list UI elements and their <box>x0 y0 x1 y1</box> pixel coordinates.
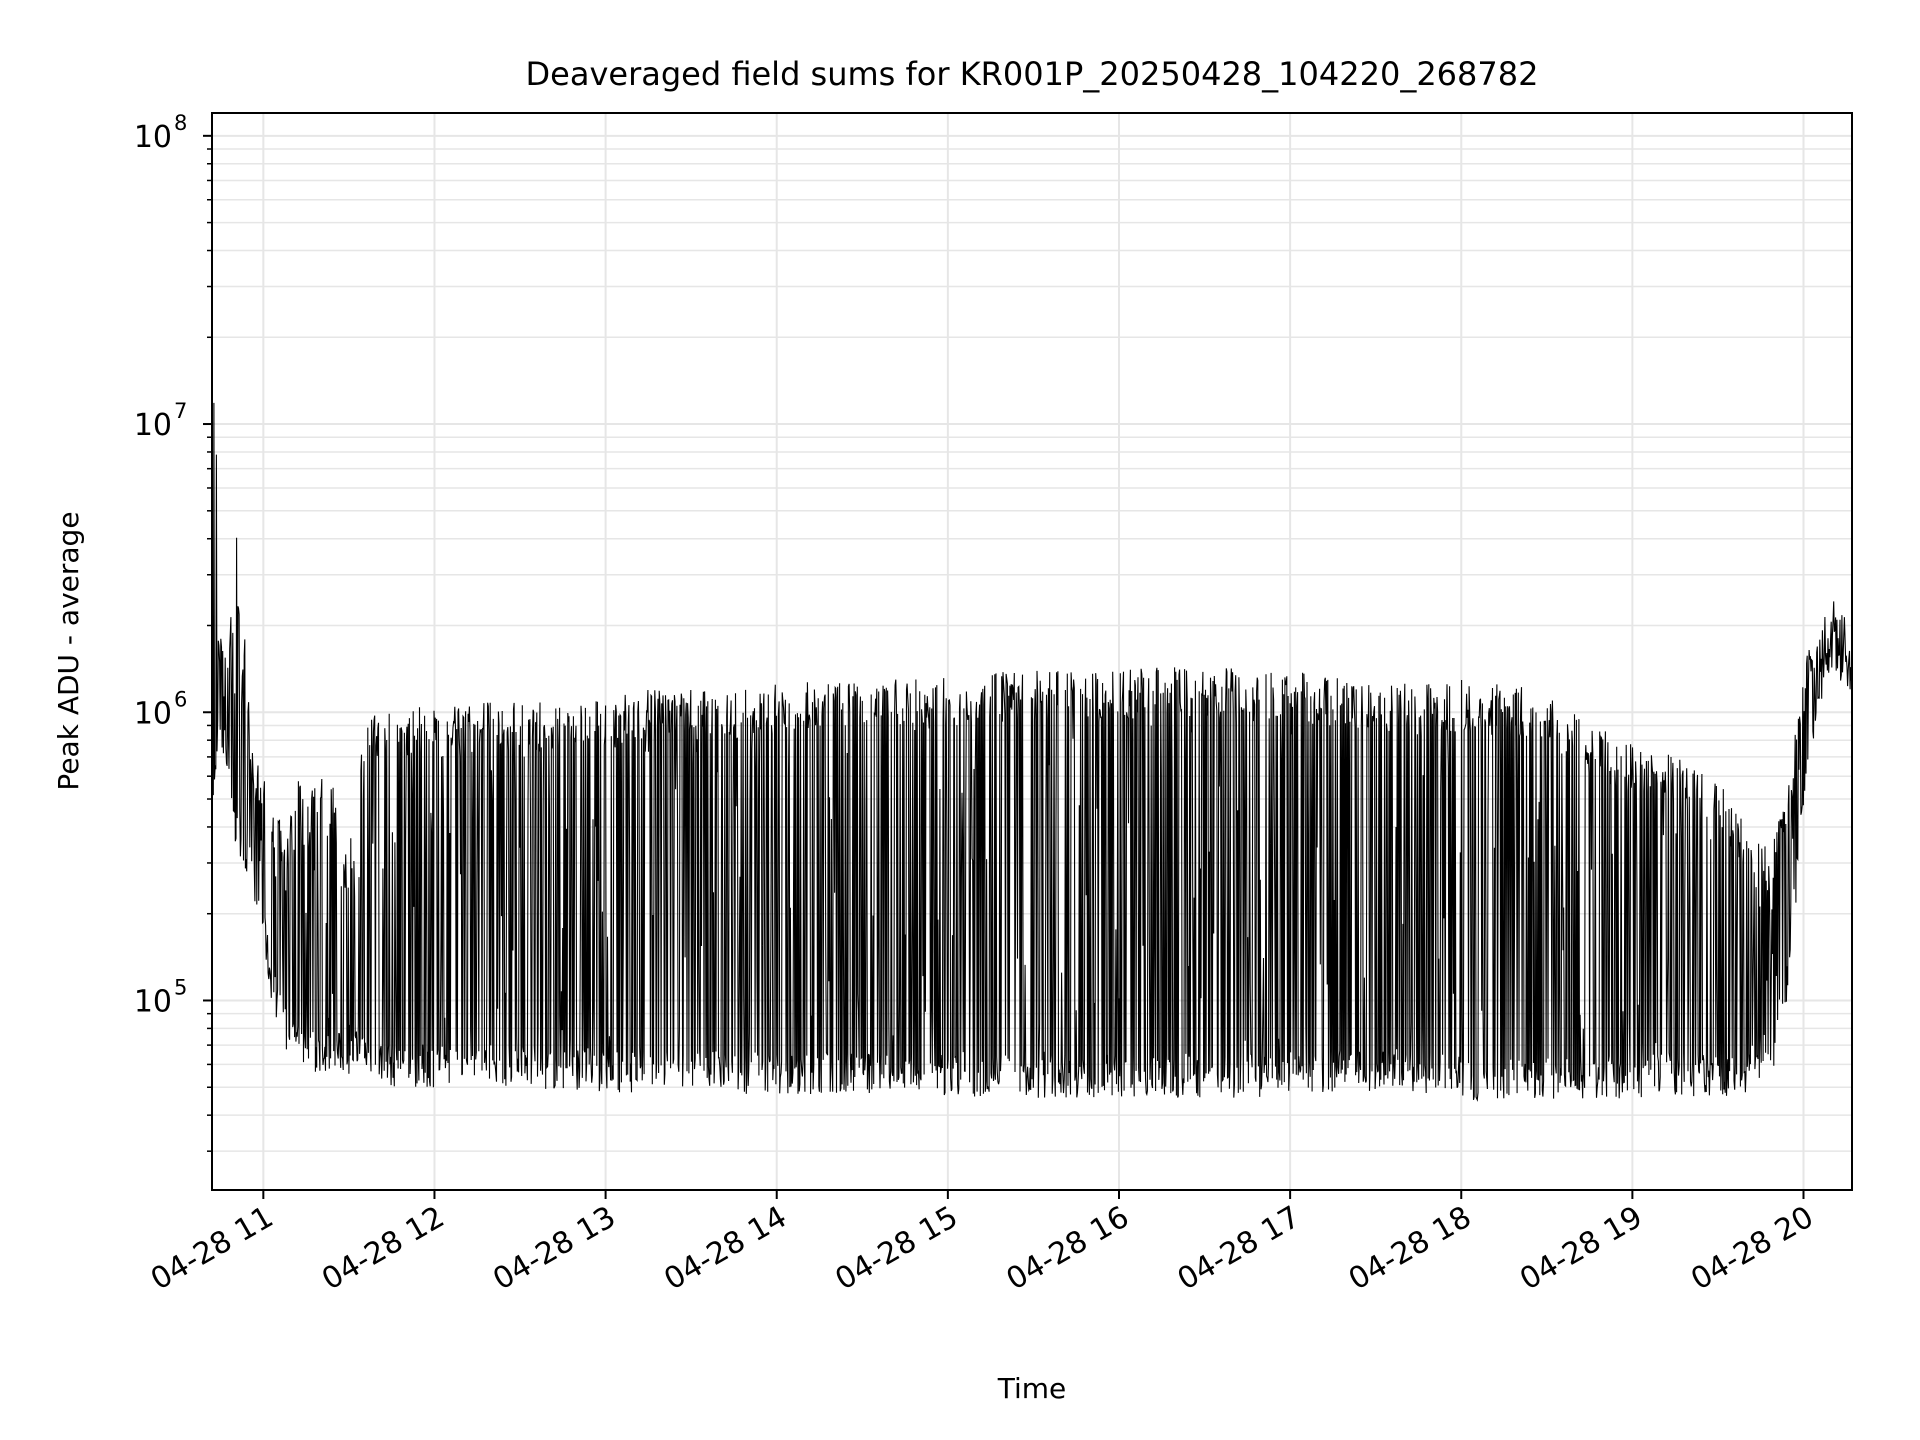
y-tick-label: 10 <box>134 984 172 1019</box>
y-tick-label: 10 <box>134 696 172 731</box>
y-tick-exponent: 6 <box>174 687 187 711</box>
x-axis-label: Time <box>997 1372 1067 1405</box>
series-layer <box>212 402 1852 1102</box>
plot-frame <box>211 112 1853 1191</box>
chart-title: Deaveraged field sums for KR001P_2025042… <box>526 55 1539 93</box>
y-axis-label: Peak ADU - average <box>52 511 85 790</box>
y-tick-label: 10 <box>134 408 172 443</box>
y-tick-label: 10 <box>134 120 172 155</box>
y-tick-exponent: 8 <box>174 111 187 135</box>
series-line <box>212 402 1852 1102</box>
y-tick-exponent: 5 <box>174 975 187 999</box>
y-tick-exponent: 7 <box>174 399 187 423</box>
